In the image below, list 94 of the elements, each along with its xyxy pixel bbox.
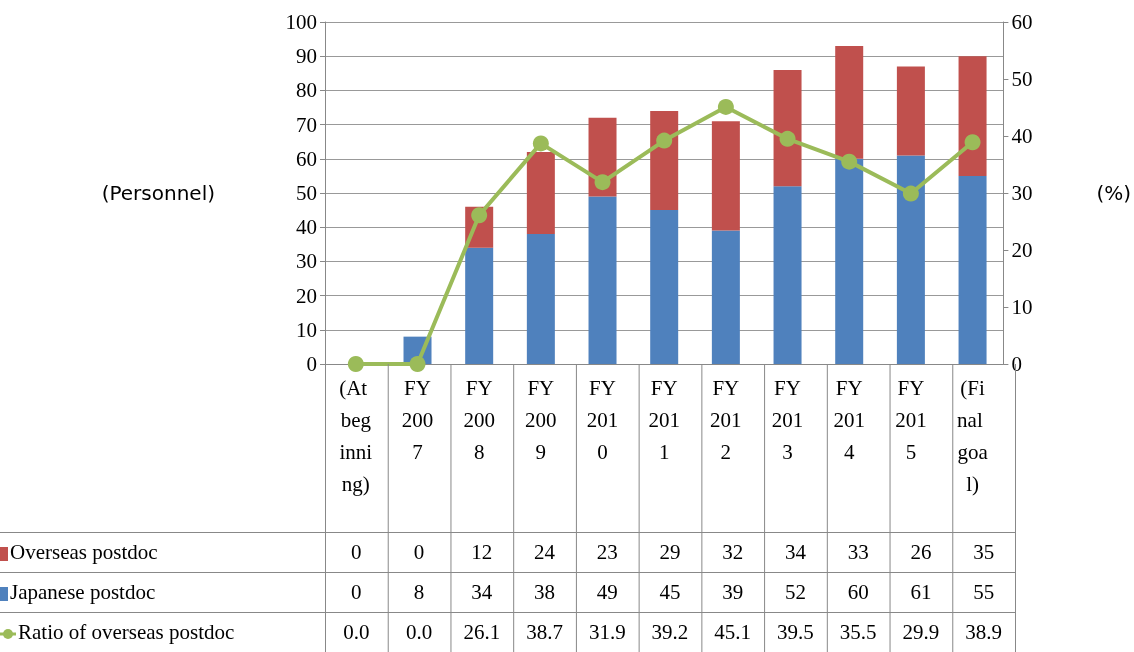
y-tick-label: 0 — [306, 352, 317, 376]
data-label: 0.0 — [404, 619, 434, 646]
y-tick-label: 20 — [296, 283, 317, 308]
legend-label: Japanese postdoc — [9, 579, 156, 606]
y2-tick-label: 40 — [1011, 124, 1033, 148]
y2-tick-label: 50 — [1011, 67, 1033, 91]
point — [347, 356, 364, 372]
data-label: 29 — [658, 539, 682, 566]
bar — [588, 196, 617, 364]
x-tick-label: FY2007 — [401, 376, 434, 464]
bar — [773, 69, 802, 187]
bar — [896, 66, 925, 156]
point — [717, 98, 734, 115]
bar — [711, 230, 740, 364]
data-label: 0 — [350, 579, 363, 606]
data-label: 34 — [783, 539, 807, 566]
y-tick-label: 90 — [296, 44, 317, 69]
bar — [835, 45, 864, 159]
point — [409, 356, 426, 372]
data-label: 0.0 — [342, 619, 371, 646]
y-tick-label: 80 — [296, 78, 317, 103]
data-label: 32 — [721, 539, 745, 566]
y-tick-label: 70 — [296, 112, 317, 137]
y2-tick-label: 10 — [1011, 295, 1033, 319]
bar — [526, 234, 555, 364]
data-label: 52 — [783, 579, 807, 606]
data-label: 39.5 — [776, 619, 815, 646]
y-tick-label: 10 — [296, 317, 317, 342]
data-label: 45 — [658, 579, 682, 606]
data-label: 34 — [470, 579, 494, 606]
data-label: 24 — [533, 539, 557, 566]
data-label: 31.9 — [587, 619, 627, 646]
bar — [650, 110, 679, 211]
legend-label: Ratio of overseas postdoc — [17, 619, 235, 646]
data-label: 26 — [909, 539, 933, 566]
y-axis-title: (Personnel) — [101, 181, 215, 205]
y2-tick-label: 30 — [1011, 181, 1033, 205]
bar — [711, 121, 740, 231]
bar — [526, 151, 555, 235]
data-label: 38.9 — [964, 619, 1003, 646]
bar — [773, 186, 802, 364]
y-tick-label: 30 — [296, 249, 317, 274]
data-label: 23 — [595, 539, 619, 566]
x-tick-label: FY 200 8 — [463, 376, 495, 464]
data-label: 12 — [470, 539, 494, 566]
y2-axis-title: (%) — [1096, 181, 1131, 205]
data-label: 35 — [972, 539, 996, 566]
point — [964, 134, 981, 151]
legend-label: Overseas postdoc — [9, 539, 158, 566]
data-label: 60 — [846, 579, 870, 606]
data-label: 39 — [721, 579, 745, 606]
x-tick-label: FY2010 — [586, 376, 619, 464]
y-tick-label: 100 — [285, 10, 317, 34]
data-label: 0 — [350, 539, 363, 566]
y-tick-label: 60 — [296, 146, 317, 171]
y2-tick-label: 20 — [1011, 238, 1033, 262]
point — [532, 135, 549, 152]
x-tick-label: FY2011 — [648, 376, 680, 464]
bar — [958, 175, 987, 364]
x-tick-label: FY2013 — [771, 376, 804, 464]
x-tick-label: FY2009 — [525, 376, 557, 464]
bar — [465, 247, 494, 364]
data-label: 0 — [412, 539, 426, 566]
point — [779, 130, 796, 147]
data-label: 29.9 — [901, 619, 941, 646]
y-tick-label: 40 — [296, 215, 317, 240]
y2-tick-label: 0 — [1011, 352, 1022, 376]
point — [902, 185, 919, 202]
point — [594, 174, 611, 191]
x-tick-label: FY2015 — [895, 376, 927, 464]
y2-tick-label: 60 — [1011, 10, 1033, 34]
bar — [835, 158, 864, 364]
bar — [958, 56, 987, 176]
data-label: 8 — [412, 579, 426, 606]
data-label: 38.7 — [525, 619, 564, 646]
x-tick-label: FY2012 — [710, 376, 742, 464]
point — [471, 207, 488, 224]
x-tick-label: FY2014 — [833, 376, 865, 464]
x-tick-label: (At beginning) — [339, 376, 373, 496]
data-label: 49 — [595, 579, 619, 606]
data-label: 26.1 — [462, 619, 502, 646]
data-label: 61 — [909, 579, 933, 606]
data-label: 45.1 — [713, 619, 753, 646]
data-label: 55 — [972, 579, 996, 606]
point — [841, 153, 858, 170]
data-label: 33 — [846, 539, 870, 566]
x-tick-label: (Final goal) — [957, 376, 989, 496]
bar — [650, 210, 679, 364]
y-tick-label: 50 — [296, 181, 317, 205]
data-label: 35.5 — [838, 619, 878, 646]
data-label: 39.2 — [650, 619, 690, 646]
bar — [896, 155, 925, 364]
point — [656, 132, 673, 149]
data-label: 38 — [533, 579, 557, 606]
